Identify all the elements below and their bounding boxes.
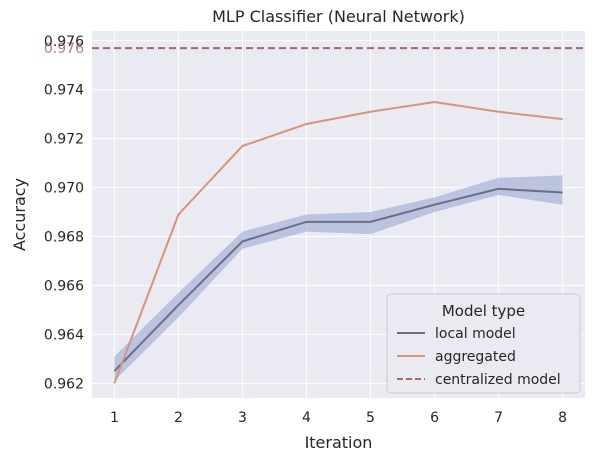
x-tick-label: 8 [558, 410, 567, 426]
legend-title: Model type [442, 302, 525, 320]
y-tick-label: 0.966 [44, 278, 84, 294]
x-tick-label: 7 [494, 410, 503, 426]
y-axis-ticks: 0.962 0.964 0.966 0.968 0.970 0.972 0.974 0.976 [44, 34, 84, 393]
legend-items: local model aggregated centralized model [397, 326, 561, 388]
x-tick-label: 4 [302, 410, 311, 426]
y-tick-label: 0.968 [44, 230, 84, 246]
chart-title: MLP Classifier (Neural Network) [212, 7, 465, 26]
series-line-local-model [113, 187, 563, 372]
centralized-model-value-label: 0.976 [44, 41, 84, 57]
legend-label-aggregated: aggregated [435, 349, 516, 365]
x-tick-label: 1 [110, 410, 119, 426]
legend-box [386, 293, 581, 394]
legend: Model type local model aggregated centrali… [386, 293, 581, 394]
y-tick-label: 0.964 [44, 327, 84, 343]
centralized-model-reference: 0.976 [44, 41, 585, 57]
legend-label-local-model: local model [435, 326, 516, 342]
confidence-band-local-model [114, 175, 563, 381]
y-tick-label: 0.976 [44, 34, 84, 50]
x-tick-label: 5 [366, 410, 375, 426]
y-tick-label: 0.962 [44, 376, 84, 392]
x-tick-label: 2 [174, 410, 183, 426]
x-tick-label: 6 [430, 410, 439, 426]
x-tick-label: 3 [238, 410, 247, 426]
series-line-aggregated [113, 100, 563, 384]
legend-label-centralized-model: centralized model [435, 372, 561, 388]
y-tick-label: 0.972 [44, 132, 84, 148]
y-axis-label: Accuracy [10, 178, 29, 251]
y-tick-label: 0.970 [44, 181, 84, 197]
x-axis-ticks: 1 2 3 4 5 6 7 8 [110, 410, 567, 426]
series-group [113, 100, 563, 384]
x-axis-label: Iteration [305, 433, 373, 452]
y-tick-label: 0.974 [44, 83, 84, 99]
